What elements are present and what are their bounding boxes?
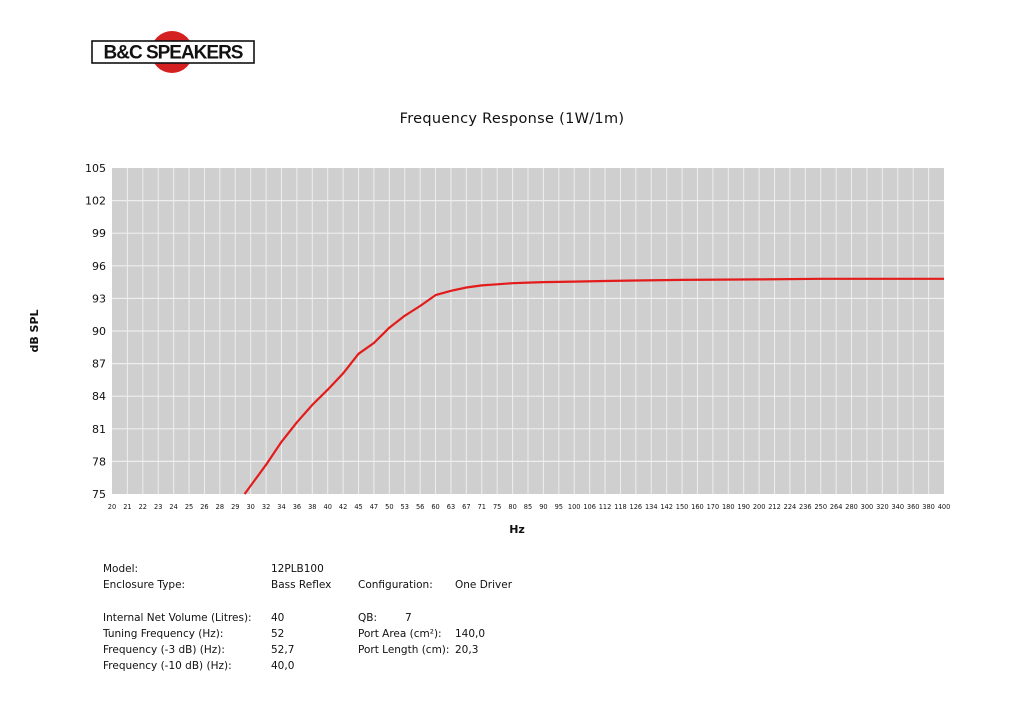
- y-tick-label: 93: [92, 292, 106, 305]
- x-tick-label: 340: [891, 503, 904, 511]
- response-curve: [243, 277, 944, 495]
- y-axis-ticks: 75 78 81 84 87 90 93 96 99 102 105: [85, 162, 106, 501]
- x-tick-label: 264: [830, 503, 843, 511]
- port-area-value: 140,0: [455, 628, 486, 640]
- bc-speakers-logo: B&C SPEAKERS: [91, 31, 255, 73]
- x-tick-label: 22: [139, 503, 147, 511]
- x-tick-label: 47: [370, 503, 378, 511]
- model-value: 12PLB100: [271, 563, 324, 575]
- port-length-label: Port Length (cm):: [358, 644, 450, 656]
- x-tick-label: 53: [401, 503, 409, 511]
- grid-lines: [112, 168, 944, 494]
- x-tick-label: 170: [707, 503, 720, 511]
- y-tick-label: 75: [92, 488, 106, 501]
- x-tick-label: 38: [308, 503, 316, 511]
- qb-label: QB:: [358, 612, 378, 624]
- x-tick-label: 28: [216, 503, 224, 511]
- x-tick-label: 280: [845, 503, 858, 511]
- enclosure-label: Enclosure Type:: [103, 579, 186, 591]
- x-tick-label: 26: [200, 503, 208, 511]
- port-area-label: Port Area (cm²):: [358, 628, 442, 640]
- y-tick-label: 90: [92, 325, 106, 338]
- port-length-value: 20,3: [455, 644, 479, 656]
- x-tick-label: 380: [922, 503, 935, 511]
- x-tick-label: 250: [814, 503, 827, 511]
- x-tick-label: 42: [339, 503, 347, 511]
- x-axis-label: Hz: [509, 523, 525, 536]
- x-tick-label: 300: [861, 503, 874, 511]
- x-tick-label: 60: [431, 503, 439, 511]
- x-tick-label: 56: [416, 503, 424, 511]
- y-tick-label: 96: [92, 260, 106, 273]
- f3-label: Frequency (-3 dB) (Hz):: [103, 644, 225, 656]
- model-label: Model:: [103, 563, 139, 575]
- x-tick-label: 67: [462, 503, 470, 511]
- x-tick-label: 400: [938, 503, 951, 511]
- net-volume-value: 40: [271, 612, 285, 624]
- x-tick-label: 32: [262, 503, 270, 511]
- x-tick-label: 24: [169, 503, 177, 511]
- x-tick-label: 126: [630, 503, 643, 511]
- f10-label: Frequency (-10 dB) (Hz):: [103, 660, 232, 672]
- x-tick-label: 236: [799, 503, 812, 511]
- x-tick-label: 180: [722, 503, 735, 511]
- y-tick-label: 81: [92, 423, 106, 436]
- y-axis-label: dB SPL: [28, 309, 41, 352]
- configuration-label: Configuration:: [358, 579, 433, 591]
- qb-value: 7: [405, 612, 412, 624]
- x-tick-label: 21: [123, 503, 131, 511]
- x-tick-label: 150: [676, 503, 689, 511]
- x-tick-label: 36: [293, 503, 301, 511]
- y-tick-label: 87: [92, 358, 106, 371]
- x-tick-label: 45: [354, 503, 362, 511]
- logo-text: B&C SPEAKERS: [104, 43, 243, 64]
- tuning-frequency-value: 52: [271, 628, 285, 640]
- x-tick-label: 112: [599, 503, 612, 511]
- y-tick-label: 105: [85, 162, 106, 175]
- x-tick-label: 160: [691, 503, 704, 511]
- enclosure-value: Bass Reflex: [271, 579, 332, 591]
- x-tick-label: 23: [154, 503, 162, 511]
- x-tick-label: 80: [508, 503, 516, 511]
- f10-value: 40,0: [271, 660, 295, 672]
- x-tick-label: 320: [876, 503, 889, 511]
- x-tick-label: 118: [614, 503, 627, 511]
- x-tick-label: 34: [277, 503, 285, 511]
- x-tick-label: 20: [108, 503, 116, 511]
- x-tick-label: 71: [478, 503, 486, 511]
- x-tick-label: 30: [246, 503, 254, 511]
- x-tick-label: 360: [907, 503, 920, 511]
- x-tick-label: 85: [524, 503, 532, 511]
- net-volume-label: Internal Net Volume (Litres):: [103, 612, 252, 624]
- y-tick-label: 84: [92, 390, 106, 403]
- x-tick-label: 25: [185, 503, 193, 511]
- x-tick-label: 212: [768, 503, 781, 511]
- x-tick-label: 95: [555, 503, 563, 511]
- x-tick-label: 190: [737, 503, 750, 511]
- x-tick-label: 106: [583, 503, 596, 511]
- tuning-frequency-label: Tuning Frequency (Hz):: [103, 628, 224, 640]
- x-axis-ticks: 20 21 22 23 24 25 26 28 29 30 32 34 36 38 40 42 45 47 50 53…: [108, 503, 950, 511]
- chart-title: Frequency Response (1W/1m): [399, 111, 625, 127]
- x-tick-label: 142: [660, 503, 673, 511]
- x-tick-label: 50: [385, 503, 393, 511]
- x-tick-label: 100: [568, 503, 581, 511]
- y-tick-label: 99: [92, 227, 106, 240]
- x-tick-label: 200: [753, 503, 766, 511]
- x-tick-label: 29: [231, 503, 239, 511]
- y-tick-label: 102: [85, 195, 106, 208]
- x-tick-label: 90: [539, 503, 547, 511]
- y-tick-label: 78: [92, 455, 106, 468]
- x-tick-label: 224: [784, 503, 797, 511]
- x-tick-label: 40: [324, 503, 332, 511]
- f3-value: 52,7: [271, 644, 295, 656]
- x-tick-label: 75: [493, 503, 501, 511]
- x-tick-label: 134: [645, 503, 658, 511]
- x-tick-label: 63: [447, 503, 455, 511]
- configuration-value: One Driver: [455, 579, 513, 591]
